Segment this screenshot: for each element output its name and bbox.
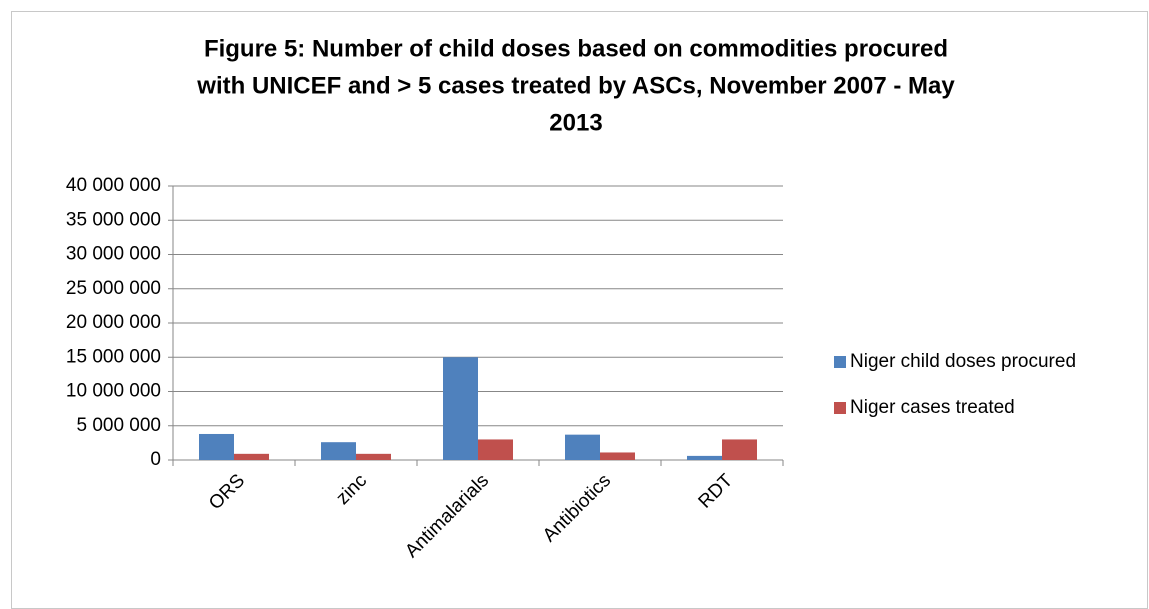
y-tick-label: 40 000 000 bbox=[66, 175, 161, 196]
chart-title: Figure 5: Number of child doses based on… bbox=[204, 35, 948, 62]
bar bbox=[687, 455, 722, 460]
bar bbox=[722, 439, 757, 460]
y-tick-label: 35 000 000 bbox=[66, 209, 161, 230]
legend-swatch bbox=[834, 356, 846, 368]
y-tick-label: 5 000 000 bbox=[76, 415, 161, 436]
bar bbox=[321, 442, 356, 460]
y-tick-label: 30 000 000 bbox=[66, 244, 161, 265]
legend-label: Niger child doses procured bbox=[850, 351, 1076, 372]
legend-swatch bbox=[834, 402, 846, 414]
bar bbox=[234, 453, 269, 460]
y-tick-label: 20 000 000 bbox=[66, 312, 161, 333]
bar bbox=[199, 433, 234, 460]
legend-label: Niger cases treated bbox=[850, 397, 1015, 418]
bar bbox=[478, 439, 513, 460]
y-tick-label: 25 000 000 bbox=[66, 278, 161, 299]
bar bbox=[443, 357, 478, 460]
bar bbox=[565, 434, 600, 460]
y-tick-label: 15 000 000 bbox=[66, 346, 161, 367]
y-tick-label: 0 bbox=[150, 449, 161, 470]
chart-title: 2013 bbox=[549, 109, 602, 136]
y-tick-label: 10 000 000 bbox=[66, 381, 161, 402]
bar bbox=[600, 452, 635, 460]
chart-title: with UNICEF and > 5 cases treated by ASC… bbox=[196, 72, 955, 99]
bar bbox=[356, 453, 391, 460]
chart-border bbox=[11, 11, 1148, 609]
